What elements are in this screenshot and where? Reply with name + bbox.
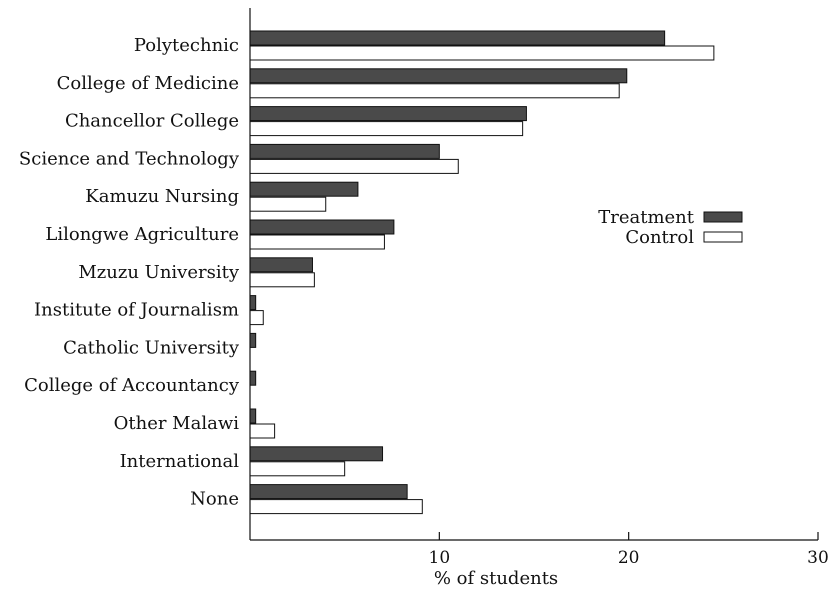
bar-treatment-6 bbox=[249, 257, 313, 273]
category-label: Chancellor College bbox=[65, 111, 239, 132]
category-label: College of Medicine bbox=[57, 73, 239, 94]
category-label: Kamuzu Nursing bbox=[85, 186, 239, 207]
bar-treatment-11 bbox=[249, 446, 384, 462]
bar-control-12 bbox=[249, 499, 423, 515]
x-tick-label: 20 bbox=[618, 548, 640, 568]
category-label: College of Accountancy bbox=[24, 375, 240, 396]
category-label: None bbox=[190, 489, 239, 510]
legend-label-treatment: Treatment bbox=[598, 207, 695, 228]
legend-label-control: Control bbox=[625, 227, 694, 248]
legend-swatch-treatment bbox=[703, 211, 743, 223]
bar-treatment-0 bbox=[249, 30, 666, 46]
bar-control-6 bbox=[249, 272, 315, 288]
bar-treatment-12 bbox=[249, 484, 408, 500]
category-labels: Polytechnic College of Medicine Chancellor… bbox=[19, 35, 240, 510]
x-tick-label: 30 bbox=[807, 548, 829, 568]
category-label: Polytechnic bbox=[134, 35, 239, 56]
category-label: Lilongwe Agriculture bbox=[45, 224, 239, 245]
category-label: International bbox=[120, 451, 240, 472]
bar-treatment-3 bbox=[249, 143, 440, 159]
bar-control-4 bbox=[249, 196, 327, 212]
category-label: Mzuzu University bbox=[78, 262, 239, 283]
bar-treatment-1 bbox=[249, 68, 628, 84]
bar-control-11 bbox=[249, 461, 346, 477]
bar-control-1 bbox=[249, 83, 620, 99]
bars-layer bbox=[249, 30, 715, 515]
category-label: Catholic University bbox=[63, 337, 240, 358]
bar-treatment-5 bbox=[249, 219, 395, 235]
legend-swatch-control bbox=[703, 231, 743, 243]
bar-treatment-9 bbox=[249, 370, 257, 386]
bar-treatment-10 bbox=[249, 408, 257, 424]
category-label: Science and Technology bbox=[19, 148, 240, 169]
bar-control-0 bbox=[249, 45, 715, 61]
bar-treatment-2 bbox=[249, 106, 527, 122]
bar-control-10 bbox=[249, 423, 276, 439]
bar-control-7 bbox=[249, 310, 264, 326]
bar-control-3 bbox=[249, 158, 459, 174]
category-label: Institute of Journalism bbox=[34, 300, 239, 321]
bar-control-5 bbox=[249, 234, 385, 250]
x-tick-label: 10 bbox=[429, 548, 451, 568]
category-label: Other Malawi bbox=[114, 413, 240, 434]
bar-treatment-4 bbox=[249, 181, 359, 197]
x-ticks: 10 20 30 bbox=[429, 532, 829, 568]
bar-control-2 bbox=[249, 121, 524, 137]
axes-layer bbox=[249, 8, 818, 541]
x-axis-title: % of students bbox=[434, 568, 558, 589]
bar-treatment-8 bbox=[249, 332, 257, 348]
bar-treatment-7 bbox=[249, 295, 257, 311]
